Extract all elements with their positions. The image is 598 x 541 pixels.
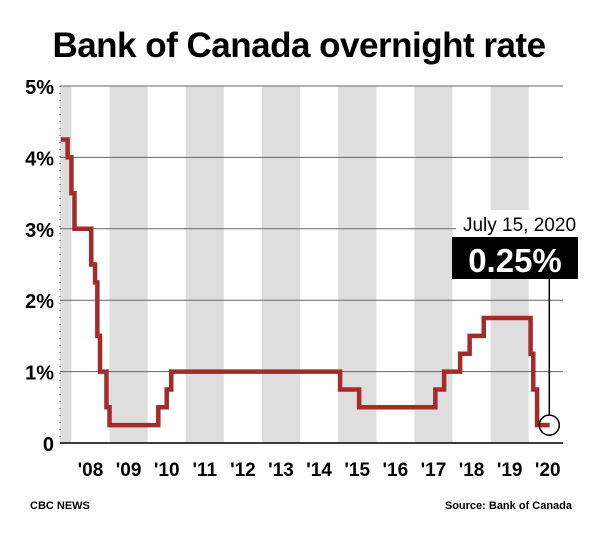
year-band-2009	[109, 86, 148, 443]
year-band-2013	[261, 86, 301, 443]
annotation: July 15, 2020 0.25%	[452, 210, 583, 436]
y-tick-label: 4%	[25, 148, 54, 170]
chart-title: Bank of Canada overnight rate	[52, 26, 546, 65]
x-tick-label: '14	[306, 460, 332, 481]
x-tick-label: '10	[154, 460, 180, 481]
annotation-date: July 15, 2020	[463, 215, 576, 236]
year-band-2007	[60, 86, 72, 443]
footer-source: Source: Bank of Canada	[444, 500, 572, 512]
y-tick-label: 2%	[25, 291, 54, 313]
x-tick-label: '09	[116, 460, 142, 481]
x-tick-label: '20	[535, 460, 561, 481]
x-tick-label: '19	[497, 460, 523, 481]
y-tick-label: 3%	[25, 220, 54, 242]
x-axis: '08 '09 '10 '11 '12 '13 '14 '15 '16 '17 '18 '19 '20	[78, 460, 561, 481]
x-tick-label: '08	[78, 460, 104, 481]
y-tick-label: 0	[43, 434, 54, 456]
x-tick-label: '16	[383, 460, 409, 481]
x-tick-label: '15	[344, 460, 370, 481]
annotation-value: 0.25%	[468, 242, 562, 279]
y-tick-label: 5%	[25, 77, 54, 99]
annotation-value-box	[452, 237, 578, 279]
series-layer	[60, 137, 550, 428]
x-tick-label: '12	[230, 460, 256, 481]
x-tick-label: '17	[421, 460, 447, 481]
x-tick-label: '11	[192, 460, 217, 481]
annotation-date-box	[456, 210, 583, 239]
series-line-0	[60, 137, 550, 428]
year-band-2011	[185, 86, 224, 443]
footer-credit: CBC NEWS	[30, 500, 90, 512]
year-band-2015	[338, 86, 377, 443]
year-shading-bands	[60, 86, 529, 443]
x-tick-label: '18	[459, 460, 485, 481]
y-axis: 0 1% 2% 3% 4% 5%	[25, 77, 61, 456]
x-tick-label: '13	[268, 460, 294, 481]
y-tick-label: 1%	[25, 363, 54, 385]
